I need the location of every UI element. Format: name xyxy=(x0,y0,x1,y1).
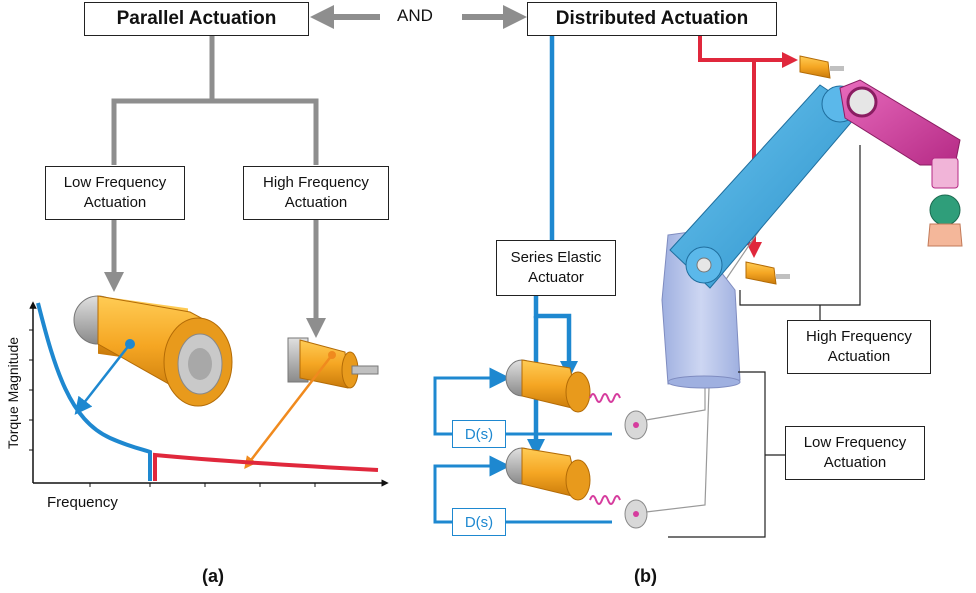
feedback-loops xyxy=(433,367,612,524)
high-frequency-actuator-image xyxy=(287,337,379,389)
torque-magnitude-label: Torque Magnitude xyxy=(5,336,21,450)
series-elastic-actuator-box: Series Elastic Actuator xyxy=(496,240,616,296)
axis-ticks xyxy=(29,329,316,487)
distributed-actuation-title: Distributed Actuation xyxy=(527,2,777,36)
sea-actuator-lower xyxy=(505,447,648,529)
low-frequency-torque-curve xyxy=(36,302,152,481)
and-label: AND xyxy=(397,6,433,25)
panel-label-a: (a) xyxy=(202,566,224,586)
sea-actuator-upper xyxy=(505,359,648,440)
high-frequency-actuation-box: High Frequency Actuation xyxy=(243,166,389,220)
controller-ds-lower: D(s) xyxy=(452,508,506,536)
robot-arm-image xyxy=(661,55,963,389)
panel-label-b: (b) xyxy=(634,566,657,586)
controller-ds-upper: D(s) xyxy=(452,420,506,448)
low-frequency-bracket xyxy=(668,371,785,538)
high-frequency-bracket xyxy=(739,145,861,322)
low-frequency-actuation-box: Low Frequency Actuation xyxy=(45,166,185,220)
high-frequency-pointer-arrow xyxy=(244,354,333,469)
distal-high-frequency-box: High Frequency Actuation xyxy=(787,320,931,374)
high-frequency-torque-curve xyxy=(153,452,379,481)
torque-frequency-plot xyxy=(29,301,389,487)
proximal-low-frequency-box: Low Frequency Actuation xyxy=(785,426,925,480)
frequency-label: Frequency xyxy=(47,494,118,511)
low-frequency-actuator-image xyxy=(73,295,233,407)
parallel-actuation-title: Parallel Actuation xyxy=(84,2,309,36)
low-frequency-pointer-arrow xyxy=(74,343,131,415)
parallel-connectors xyxy=(104,34,326,338)
